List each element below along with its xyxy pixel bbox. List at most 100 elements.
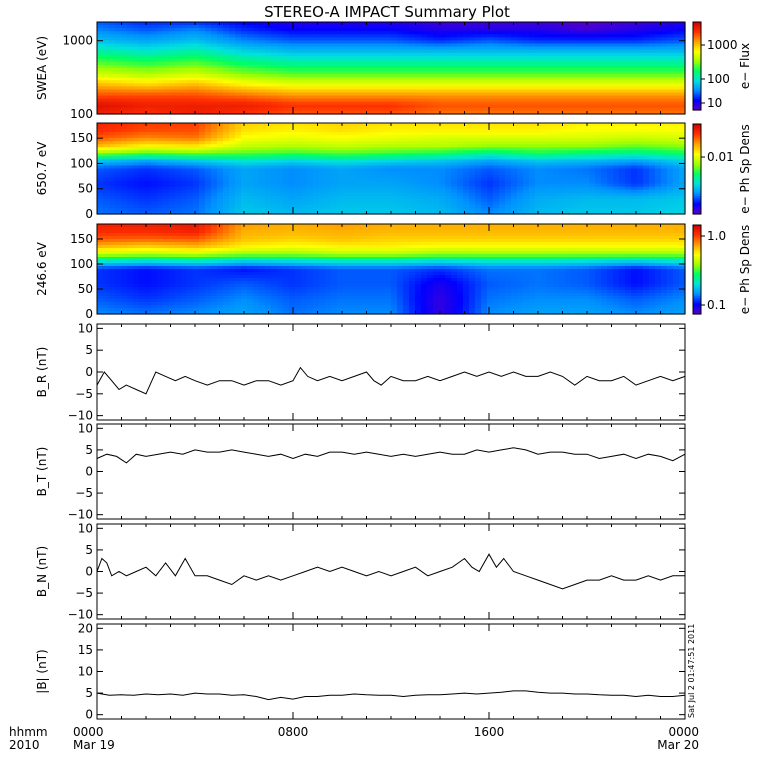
heatmap-cell — [553, 147, 560, 151]
heatmap-cell — [403, 101, 410, 106]
heatmap-cell — [271, 58, 278, 63]
heatmap-cell — [673, 123, 680, 127]
heatmap-cell — [337, 129, 344, 133]
heatmap-cell — [271, 135, 278, 139]
heatmap-cell — [223, 123, 230, 127]
heatmap-cell — [565, 64, 572, 69]
heatmap-cell — [283, 74, 290, 78]
heatmap-cell — [373, 86, 380, 91]
heatmap-cell — [397, 95, 404, 100]
heatmap-cell — [601, 162, 608, 167]
heatmap-cell — [193, 98, 200, 103]
heatmap-cell — [517, 28, 524, 32]
heatmap-cell — [169, 86, 176, 91]
heatmap-cell — [679, 177, 686, 182]
heatmap-cell — [625, 95, 632, 100]
heatmap-cell — [157, 95, 164, 100]
heatmap-cell — [679, 165, 686, 170]
heatmap-cell — [169, 83, 176, 87]
heatmap-cell — [157, 34, 164, 38]
heatmap-cell — [385, 141, 392, 145]
heatmap-cell — [373, 123, 380, 127]
heatmap-cell — [385, 144, 392, 148]
heatmap-cell — [259, 68, 266, 72]
heatmap-cell — [547, 89, 554, 94]
heatmap-cell — [529, 168, 536, 173]
heatmap-cell — [595, 95, 602, 100]
heatmap-cell — [631, 150, 638, 154]
heatmap-cell — [313, 132, 320, 136]
heatmap-cell — [403, 104, 410, 109]
heatmap-cell — [511, 129, 518, 133]
heatmap-cell — [259, 132, 266, 136]
heatmap-cell — [367, 177, 374, 182]
heatmap-cell — [343, 74, 350, 78]
heatmap-cell — [235, 141, 242, 145]
heatmap-cell — [103, 159, 110, 164]
heatmap-cell — [349, 64, 356, 69]
heatmap-cell — [469, 55, 476, 60]
heatmap-cell — [679, 159, 686, 164]
heatmap-cell — [475, 92, 482, 97]
heatmap-cell — [97, 177, 104, 182]
heatmap-cell — [331, 141, 338, 145]
heatmap-cell — [391, 123, 398, 127]
heatmap-cell — [409, 92, 416, 97]
heatmap-cell — [355, 101, 362, 106]
heatmap-cell — [349, 74, 356, 78]
heatmap-cell — [433, 101, 440, 106]
heatmap-cell — [607, 46, 614, 51]
heatmap-cell — [469, 153, 476, 157]
heatmap-cell — [331, 156, 338, 160]
heatmap-cell — [463, 104, 470, 109]
heatmap-cell — [469, 64, 476, 69]
heatmap-cell — [445, 74, 452, 78]
heatmap-cell — [667, 168, 674, 173]
heatmap-cell — [583, 126, 590, 130]
heatmap-cell — [445, 89, 452, 94]
heatmap-cell — [667, 132, 674, 136]
heatmap-cell — [511, 95, 518, 100]
heatmap-cell — [325, 144, 332, 148]
heatmap-cell — [127, 159, 134, 164]
heatmap-cell — [337, 132, 344, 136]
heatmap-cell — [139, 77, 146, 81]
heatmap-cell — [457, 98, 464, 103]
heatmap-cell — [133, 61, 140, 66]
heatmap-cell — [505, 83, 512, 87]
heatmap-cell — [445, 123, 452, 127]
heatmap-cell — [457, 135, 464, 139]
heatmap-cell — [217, 123, 224, 127]
heatmap-cell — [295, 37, 302, 41]
heatmap-cell — [475, 80, 482, 84]
heatmap-cell — [115, 107, 122, 112]
heatmap-cell — [667, 22, 674, 26]
heatmap-cell — [577, 162, 584, 167]
heatmap-cell — [655, 86, 662, 91]
heatmap-cell — [625, 138, 632, 142]
heatmap-cell — [259, 28, 266, 32]
heatmap-cell — [301, 95, 308, 100]
heatmap-cell — [487, 129, 494, 133]
heatmap-cell — [349, 80, 356, 84]
heatmap-cell — [229, 49, 236, 54]
heatmap-cell — [355, 177, 362, 182]
heatmap-cell — [205, 37, 212, 41]
heatmap-cell — [523, 55, 530, 60]
heatmap-cell — [109, 144, 116, 148]
heatmap-cell — [277, 168, 284, 173]
heatmap-cell — [511, 89, 518, 94]
heatmap-cell — [223, 101, 230, 106]
heatmap-cell — [487, 126, 494, 130]
heatmap-cell — [367, 156, 374, 160]
heatmap-cell — [175, 77, 182, 81]
heatmap-cell — [265, 180, 272, 185]
heatmap-cell — [679, 68, 686, 72]
heatmap-cell — [613, 89, 620, 94]
heatmap-cell — [499, 159, 506, 164]
heatmap-cell — [409, 153, 416, 157]
heatmap-cell — [493, 138, 500, 142]
heatmap-cell — [427, 77, 434, 81]
heatmap-cell — [139, 110, 146, 115]
heatmap-cell — [187, 129, 194, 133]
